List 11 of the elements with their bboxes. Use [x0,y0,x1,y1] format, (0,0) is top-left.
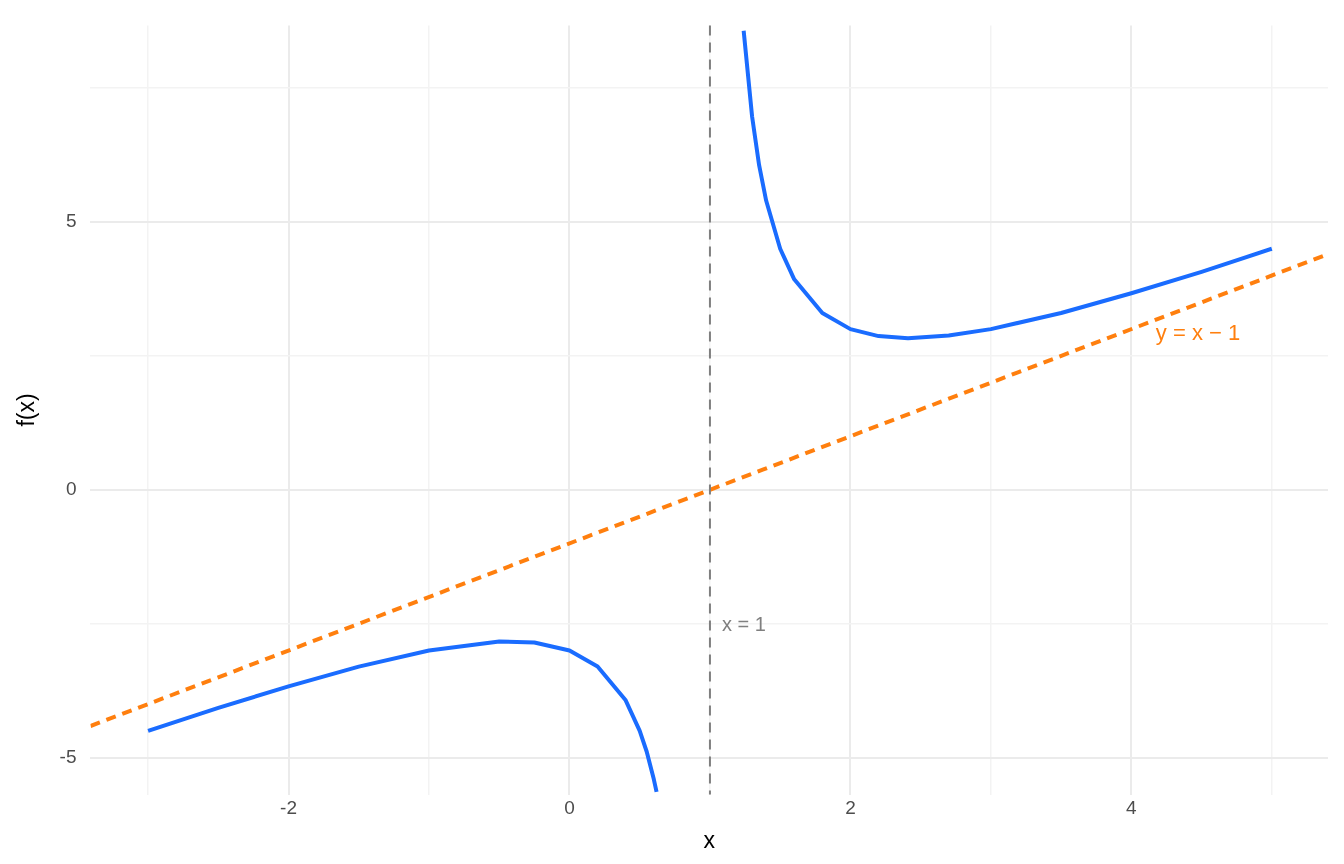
series-label: y = x − 1 [1155,320,1241,346]
y-tick-label: -5 [59,745,77,767]
x-tick-label: 0 [564,797,575,819]
y-tick-label: 5 [65,210,77,232]
y-tick-label: 0 [65,478,77,500]
x-tick-label: -2 [280,797,297,819]
x-axis-title: x [703,826,716,853]
y-axis-title: f(x) [13,393,40,427]
x-tick-label: 4 [1126,797,1138,819]
x-tick-label: 2 [845,797,856,819]
ref-line-label: x = 1 [721,612,766,635]
